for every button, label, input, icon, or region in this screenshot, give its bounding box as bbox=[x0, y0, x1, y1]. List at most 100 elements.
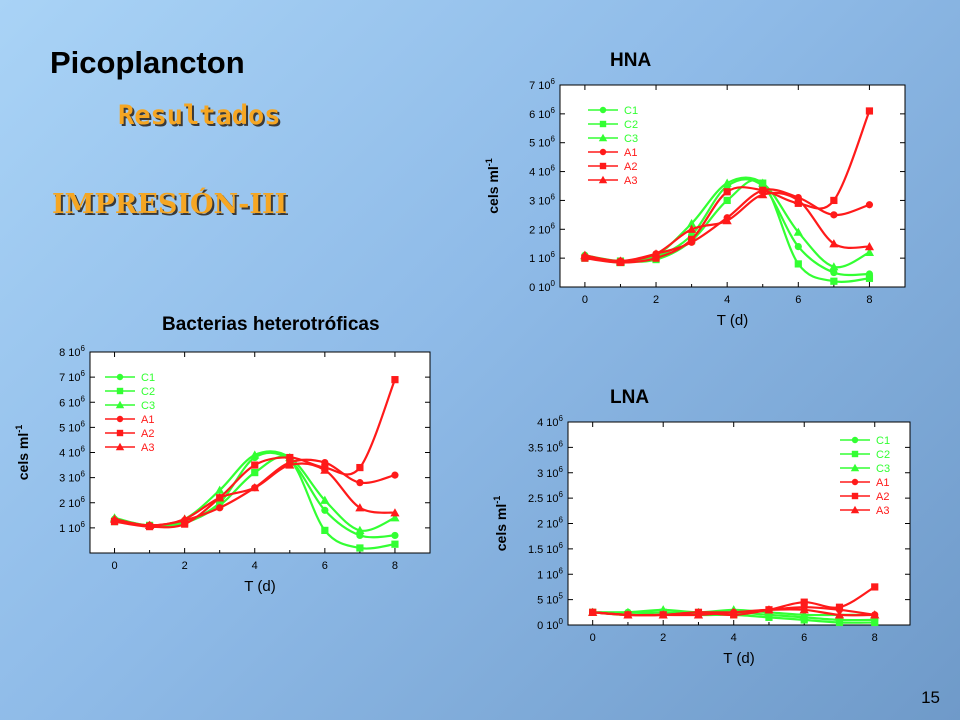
legend-entry: C3 bbox=[588, 133, 638, 145]
x-tick-label: 0 bbox=[582, 294, 588, 306]
x-tick-label: 4 bbox=[724, 294, 730, 306]
legend-label: A2 bbox=[141, 428, 154, 440]
data-point bbox=[321, 526, 329, 534]
legend-marker bbox=[599, 120, 607, 128]
y-tick-label: 7 106 bbox=[59, 369, 85, 384]
legend-entry: A2 bbox=[840, 491, 889, 503]
series-A3 bbox=[588, 605, 880, 619]
y-tick-label: 2 106 bbox=[537, 516, 563, 531]
y-axis-label: cels ml-1 bbox=[484, 158, 501, 214]
legend-entry: A2 bbox=[105, 428, 154, 440]
data-point bbox=[355, 525, 365, 534]
data-point bbox=[355, 503, 365, 512]
data-point bbox=[651, 249, 661, 258]
legend-entry: A2 bbox=[588, 161, 637, 173]
data-point bbox=[765, 613, 773, 621]
y-tick-label: 5 106 bbox=[59, 419, 85, 434]
data-point bbox=[216, 504, 224, 512]
legend-label: C2 bbox=[876, 449, 890, 461]
data-point bbox=[799, 605, 809, 614]
data-point bbox=[251, 461, 259, 469]
y-tick-label: 2 106 bbox=[59, 495, 85, 510]
x-axis-label: T (d) bbox=[723, 650, 754, 667]
data-point bbox=[865, 274, 874, 282]
x-axis-label: T (d) bbox=[717, 312, 748, 329]
x-tick-label: 4 bbox=[731, 632, 737, 644]
data-point bbox=[356, 463, 364, 472]
legend-marker bbox=[850, 463, 860, 472]
x-tick-label: 2 bbox=[182, 560, 188, 572]
data-point bbox=[794, 260, 802, 268]
page-number: 15 bbox=[921, 688, 940, 707]
data-point bbox=[800, 616, 808, 624]
x-tick-label: 8 bbox=[866, 294, 872, 306]
data-point bbox=[723, 196, 731, 205]
legend-marker bbox=[599, 148, 607, 156]
lna-chart-title: LNA bbox=[610, 387, 650, 408]
y-tick-label: 4 106 bbox=[529, 164, 555, 179]
legend-marker bbox=[115, 442, 125, 451]
plot-area bbox=[567, 421, 911, 626]
data-point bbox=[356, 544, 364, 552]
data-point bbox=[764, 605, 774, 614]
y-tick-label: 0 100 bbox=[529, 279, 555, 294]
legend-marker bbox=[599, 162, 607, 170]
slide-title: Picoplancton bbox=[50, 45, 245, 80]
legend-marker bbox=[598, 175, 608, 184]
legend-entry: C1 bbox=[840, 435, 890, 447]
data-point bbox=[758, 190, 768, 199]
legend-marker bbox=[115, 400, 125, 409]
y-tick-label: 4 106 bbox=[537, 414, 563, 429]
data-point bbox=[215, 485, 225, 494]
legend-entry: C3 bbox=[105, 400, 155, 412]
data-point bbox=[793, 195, 803, 205]
legend-marker bbox=[851, 492, 859, 500]
data-point bbox=[180, 514, 190, 523]
data-point bbox=[830, 211, 838, 219]
legend-label: A3 bbox=[141, 442, 154, 454]
y-tick-label: 2 106 bbox=[529, 221, 555, 236]
data-point bbox=[722, 216, 732, 225]
data-point bbox=[722, 178, 732, 187]
x-tick-label: 6 bbox=[322, 560, 328, 572]
x-tick-label: 8 bbox=[872, 632, 878, 644]
legend-label: C1 bbox=[876, 435, 890, 447]
data-point bbox=[729, 607, 739, 616]
data-point bbox=[658, 610, 668, 619]
data-point bbox=[799, 610, 809, 619]
data-point bbox=[356, 479, 364, 487]
legend-label: C3 bbox=[141, 400, 155, 412]
legend-entry: A1 bbox=[105, 414, 154, 426]
data-point bbox=[391, 471, 399, 479]
legend-marker bbox=[851, 478, 859, 486]
data-point bbox=[321, 506, 329, 514]
legend-marker bbox=[851, 436, 859, 444]
x-tick-label: 6 bbox=[795, 294, 801, 306]
data-point bbox=[250, 483, 260, 492]
legend-marker bbox=[116, 429, 124, 437]
data-point bbox=[144, 520, 155, 529]
y-tick-label: 3 106 bbox=[529, 192, 555, 207]
data-point bbox=[871, 583, 879, 591]
y-tick-label: 6 106 bbox=[529, 106, 555, 121]
legend-entry: C2 bbox=[105, 386, 155, 398]
legend-marker bbox=[116, 415, 124, 423]
data-point bbox=[758, 178, 768, 187]
legend-label: A3 bbox=[876, 505, 889, 517]
data-point bbox=[834, 610, 845, 619]
data-point bbox=[391, 531, 399, 540]
legend-label: A1 bbox=[141, 414, 154, 426]
legend-entry: A3 bbox=[588, 175, 637, 187]
legend-entry: C1 bbox=[588, 105, 638, 117]
legend-entry: A1 bbox=[588, 147, 637, 159]
legend-marker bbox=[116, 373, 124, 381]
data-point bbox=[829, 239, 839, 248]
data-point bbox=[215, 493, 225, 502]
legend-label: C1 bbox=[624, 105, 638, 117]
data-point bbox=[870, 610, 880, 619]
plot-area bbox=[559, 84, 906, 288]
y-tick-label: 3 106 bbox=[537, 465, 563, 480]
y-tick-label: 1.5 106 bbox=[528, 541, 564, 556]
data-point bbox=[580, 250, 590, 259]
data-point bbox=[652, 254, 660, 262]
